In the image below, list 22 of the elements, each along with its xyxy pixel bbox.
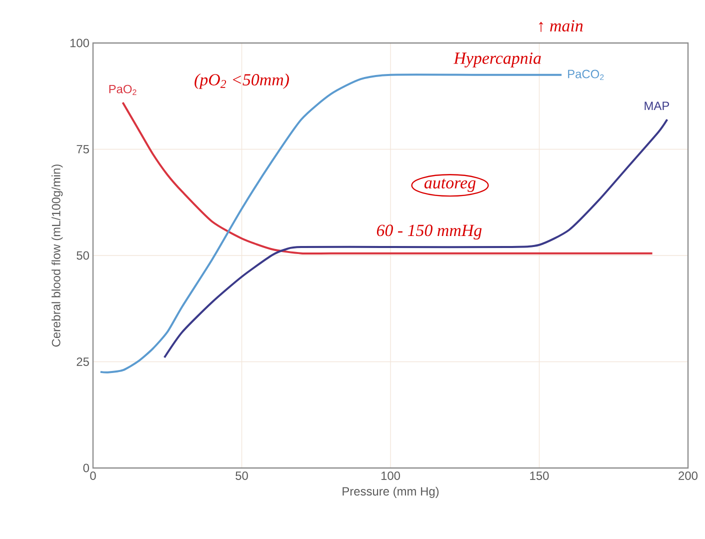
y-tick-label: 25 [76,358,89,366]
line-series [99,74,563,374]
annotation: 60 - 150 mmHg [376,224,482,240]
x-tick-label: 50 [236,472,248,480]
annotation: autoreg [424,178,476,192]
y-tick-label: 50 [76,251,90,260]
series-label: MAP [644,102,670,110]
y-axis-title: Cerebral blood flow (mL/100g/min) [52,164,63,347]
x-tick-label: 0 [90,472,96,480]
line-series [163,118,668,358]
annotation: Hypercapnia [454,52,541,68]
x-tick-label: 200 [678,472,698,480]
x-axis-title: Pressure (mm Hg) [342,486,439,498]
y-tick-label: 75 [76,145,89,154]
x-tick-label: 100 [381,472,400,480]
annotation: (pO$_{2}$ <50mm) [194,74,289,89]
text: ↑ main [539,20,583,32]
y-tick-label: 100 [70,38,90,48]
y-tick-label: 0 [83,464,90,472]
series-label: PaO$_{2}$ [109,84,136,95]
x-tick-label: 150 [530,472,549,480]
series-label: PaCO$_{2}$ [568,70,604,80]
